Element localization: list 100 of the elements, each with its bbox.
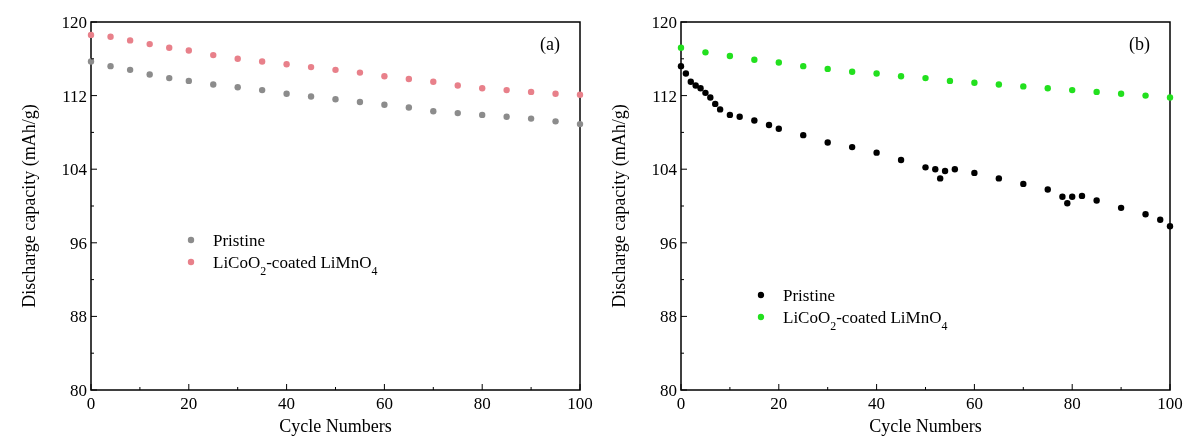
x-axis-title: Cycle Numbers	[869, 416, 982, 436]
point	[234, 84, 241, 91]
y-tick-label: 96	[70, 233, 87, 253]
point	[503, 113, 510, 120]
point	[1093, 88, 1100, 96]
point	[800, 62, 807, 70]
point	[126, 66, 134, 74]
point	[107, 62, 114, 70]
x-tick-label: 0	[86, 394, 96, 413]
point	[936, 175, 944, 182]
y-axis-title: Discharge capacity (mAh/g)	[19, 104, 40, 308]
x-tick-label: 80	[1063, 394, 1081, 413]
point	[166, 74, 173, 82]
point	[848, 68, 856, 75]
point	[716, 106, 724, 113]
y-tick-label: 88	[70, 307, 87, 327]
point	[765, 121, 773, 129]
point	[971, 169, 978, 177]
point	[454, 109, 461, 117]
point	[1117, 90, 1125, 97]
point	[848, 143, 856, 151]
point	[146, 40, 153, 48]
legend-label: Pristine	[783, 286, 835, 305]
annotation: (a)	[540, 34, 560, 55]
point	[454, 82, 461, 89]
point	[824, 139, 831, 146]
point	[332, 96, 339, 103]
point	[971, 79, 978, 86]
point	[552, 118, 559, 125]
point	[87, 58, 95, 65]
x-tick-label: 60	[375, 394, 393, 413]
y-tick-label: 80	[660, 381, 677, 400]
y-tick-label: 104	[61, 160, 88, 180]
point	[941, 167, 949, 175]
point	[552, 90, 559, 97]
point	[1069, 86, 1076, 94]
point	[258, 58, 266, 65]
point	[922, 74, 929, 82]
legend-label: Pristine	[213, 231, 265, 250]
point	[1020, 180, 1027, 188]
x-tick-label: 40	[278, 394, 296, 413]
point	[430, 78, 437, 85]
point	[1069, 193, 1076, 200]
point	[210, 81, 217, 88]
point	[1093, 197, 1100, 204]
legend-label: LiCoO$_{2}$-coated LiMnO$_{4}$	[213, 253, 378, 278]
point	[1020, 83, 1027, 90]
point	[1059, 193, 1066, 200]
point	[995, 175, 1003, 182]
point	[146, 71, 153, 78]
point	[687, 78, 694, 85]
point	[283, 61, 290, 68]
point	[356, 98, 364, 106]
point	[677, 44, 685, 51]
point	[430, 108, 437, 115]
x-tick-label: 40	[868, 394, 886, 413]
point	[107, 33, 114, 40]
point	[405, 104, 413, 111]
point	[503, 86, 510, 94]
point	[1142, 211, 1149, 218]
point	[1166, 223, 1174, 230]
y-tick-label: 120	[651, 13, 677, 32]
point	[1166, 94, 1174, 101]
point	[775, 59, 782, 66]
point	[951, 166, 959, 173]
point	[775, 125, 782, 132]
legend-label: LiCoO$_{2}$-coated LiMnO$_{4}$	[783, 308, 948, 333]
point	[897, 73, 905, 80]
point	[873, 70, 880, 77]
point	[712, 100, 719, 108]
point	[702, 49, 709, 56]
point	[677, 62, 685, 70]
point	[185, 47, 192, 54]
y-tick-label: 112	[652, 86, 677, 106]
point	[697, 85, 704, 92]
x-tick-label: 80	[473, 394, 491, 413]
point	[1157, 216, 1164, 223]
point	[824, 65, 831, 73]
point	[800, 131, 807, 139]
point	[873, 149, 880, 156]
point	[307, 63, 315, 71]
y-axis-title: Discharge capacity (mAh/g)	[609, 104, 630, 308]
point	[1044, 186, 1051, 193]
annotation: (b)	[1129, 34, 1150, 55]
point	[736, 113, 743, 120]
point	[258, 86, 266, 94]
point	[751, 56, 758, 63]
point	[995, 81, 1003, 88]
point	[1117, 204, 1125, 212]
point	[1142, 92, 1149, 99]
point	[405, 75, 413, 83]
point	[307, 93, 315, 100]
x-tick-label: 60	[965, 394, 983, 413]
point	[1044, 85, 1051, 92]
x-tick-label: 100	[567, 394, 593, 413]
point	[166, 44, 173, 51]
point	[726, 111, 734, 119]
y-tick-label: 96	[660, 233, 677, 253]
y-tick-label: 112	[62, 86, 87, 106]
point	[381, 73, 388, 80]
